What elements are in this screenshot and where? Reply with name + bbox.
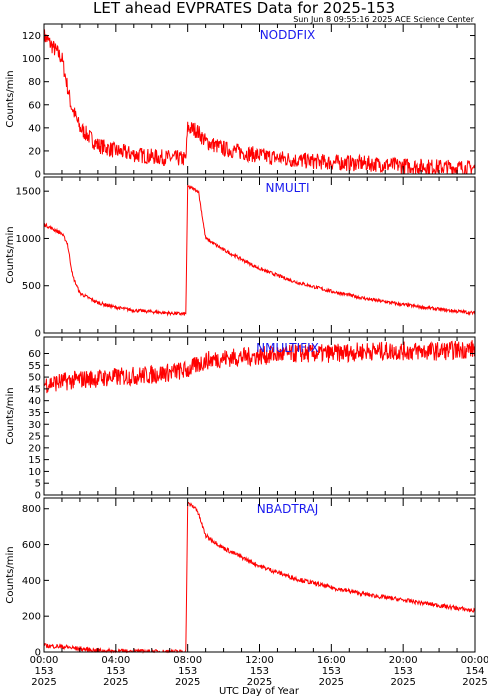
series-line-nmultifix bbox=[43, 340, 476, 394]
y-tick-label: 200 bbox=[22, 612, 41, 623]
panel-noddfix: NODDFIX 0 20 40 60 80 100 120 Counts/min bbox=[5, 23, 476, 181]
chart-subtitle: Sun Jun 8 09:55:16 2025 ACE Science Cent… bbox=[293, 15, 475, 24]
y-tick-label: 1000 bbox=[16, 234, 41, 245]
x-tick-year: 2025 bbox=[319, 677, 344, 688]
x-tick-year: 2025 bbox=[103, 677, 128, 688]
y-tick-label: 400 bbox=[22, 576, 41, 587]
y-tick-label: 100 bbox=[22, 54, 41, 65]
x-tick-doy: 153 bbox=[106, 666, 125, 677]
x-tick-year: 2025 bbox=[462, 677, 487, 688]
y-tick-label: 20 bbox=[28, 146, 41, 157]
x-tick-time: 16:00 bbox=[317, 655, 346, 666]
y-tick-label: 40 bbox=[28, 123, 41, 134]
x-tick-time: 12:00 bbox=[245, 655, 274, 666]
y-tick-label: 800 bbox=[22, 504, 41, 515]
y-tick-label: 1500 bbox=[16, 187, 41, 198]
y-tick-label: 55 bbox=[28, 361, 41, 372]
y-tick-label: 30 bbox=[28, 420, 41, 431]
y-tick-label: 5 bbox=[35, 479, 41, 490]
y-axis-label: Counts/min bbox=[5, 70, 16, 127]
panel-label: NBADTRAJ bbox=[257, 502, 319, 516]
y-tick-label: 60 bbox=[28, 349, 41, 360]
y-tick-label: 0 bbox=[35, 329, 41, 340]
x-tick-year: 2025 bbox=[175, 677, 200, 688]
panel-nbadtraj: NBADTRAJ 0 200 400 600 800 Counts/min bbox=[5, 497, 476, 659]
x-tick-doy: 153 bbox=[394, 666, 413, 677]
panel-frame bbox=[43, 336, 476, 496]
panel-label: NMULTIFIX bbox=[256, 341, 319, 355]
y-tick-label: 120 bbox=[22, 31, 41, 42]
x-tick-doy: 154 bbox=[465, 666, 484, 677]
series-line-nmulti bbox=[43, 184, 476, 317]
y-tick-label: 15 bbox=[28, 455, 41, 466]
x-tick-time: 04:00 bbox=[101, 655, 130, 666]
panel-frame bbox=[43, 497, 476, 653]
y-tick-label: 35 bbox=[28, 408, 41, 419]
y-tick-label: 0 bbox=[35, 491, 41, 502]
y-tick-label: 20 bbox=[28, 443, 41, 454]
y-tick-label: 45 bbox=[28, 384, 41, 395]
y-tick-label: 500 bbox=[22, 281, 41, 292]
panel-frame bbox=[43, 176, 476, 334]
x-axis-label: UTC Day of Year bbox=[219, 686, 300, 697]
y-axis-label: Counts/min bbox=[5, 546, 16, 603]
y-tick-label: 40 bbox=[28, 396, 41, 407]
x-tick-doy: 153 bbox=[250, 666, 269, 677]
y-tick-label: 60 bbox=[28, 100, 41, 111]
y-tick-label: 50 bbox=[28, 373, 41, 384]
y-tick-label: 80 bbox=[28, 77, 41, 88]
x-tick-time: 00:00 bbox=[461, 655, 488, 666]
y-tick-label: 10 bbox=[28, 467, 41, 478]
series-line-nbadtraj bbox=[43, 502, 476, 654]
panel-nmulti: NMULTI 0 500 1000 1500 Counts/min bbox=[5, 176, 476, 340]
y-axis-label: Counts/min bbox=[5, 387, 16, 444]
y-tick-label: 0 bbox=[35, 648, 41, 659]
x-tick-time: 00:00 bbox=[30, 655, 59, 666]
y-tick-label: 25 bbox=[28, 432, 41, 443]
panel-label: NMULTI bbox=[265, 181, 309, 195]
x-tick-year: 2025 bbox=[390, 677, 415, 688]
x-tick-time: 20:00 bbox=[389, 655, 418, 666]
x-tick-year: 2025 bbox=[31, 677, 56, 688]
x-tick-doy: 153 bbox=[34, 666, 53, 677]
y-axis-label: Counts/min bbox=[5, 226, 16, 283]
chart-title: LET ahead EVPRATES Data for 2025-153 bbox=[93, 0, 395, 17]
x-tick-doy: 153 bbox=[322, 666, 341, 677]
series-line-noddfix bbox=[43, 29, 476, 175]
y-tick-label: 600 bbox=[22, 540, 41, 551]
x-tick-time: 08:00 bbox=[173, 655, 202, 666]
panel-label: NODDFIX bbox=[260, 28, 316, 42]
y-tick-label: 0 bbox=[35, 170, 41, 181]
chart-panels: NODDFIX020406080100120Counts/minNMULTI05… bbox=[5, 23, 488, 688]
x-tick-year: 2025 bbox=[247, 677, 272, 688]
x-tick-doy: 153 bbox=[178, 666, 197, 677]
